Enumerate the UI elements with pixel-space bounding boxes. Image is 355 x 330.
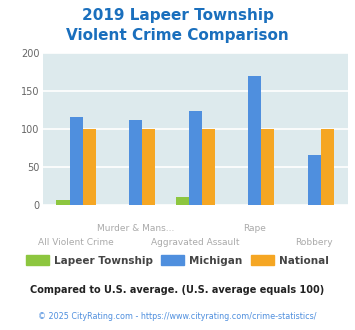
Bar (248, 76, 261, 205)
Text: All Violent Crime: All Violent Crime (38, 238, 114, 247)
Bar (56, 200, 70, 205)
Bar (70, 116, 83, 205)
Text: Rape: Rape (244, 224, 266, 233)
Bar (142, 129, 155, 205)
Bar (189, 111, 202, 205)
Text: Violent Crime Comparison: Violent Crime Comparison (66, 28, 289, 43)
Legend: Lapeer Township, Michigan, National: Lapeer Township, Michigan, National (22, 251, 333, 270)
Text: Murder & Mans...: Murder & Mans... (97, 224, 174, 233)
Text: Compared to U.S. average. (U.S. average equals 100): Compared to U.S. average. (U.S. average … (31, 285, 324, 295)
Bar (83, 129, 96, 205)
Bar (261, 129, 274, 205)
Bar (129, 119, 142, 205)
Bar (308, 154, 321, 205)
Bar (176, 197, 189, 205)
Text: Robbery: Robbery (296, 238, 333, 247)
Text: © 2025 CityRating.com - https://www.cityrating.com/crime-statistics/: © 2025 CityRating.com - https://www.city… (38, 312, 317, 321)
Text: 2019 Lapeer Township: 2019 Lapeer Township (82, 8, 273, 23)
Text: Aggravated Assault: Aggravated Assault (151, 238, 240, 247)
Bar (202, 129, 215, 205)
Bar (321, 129, 334, 205)
